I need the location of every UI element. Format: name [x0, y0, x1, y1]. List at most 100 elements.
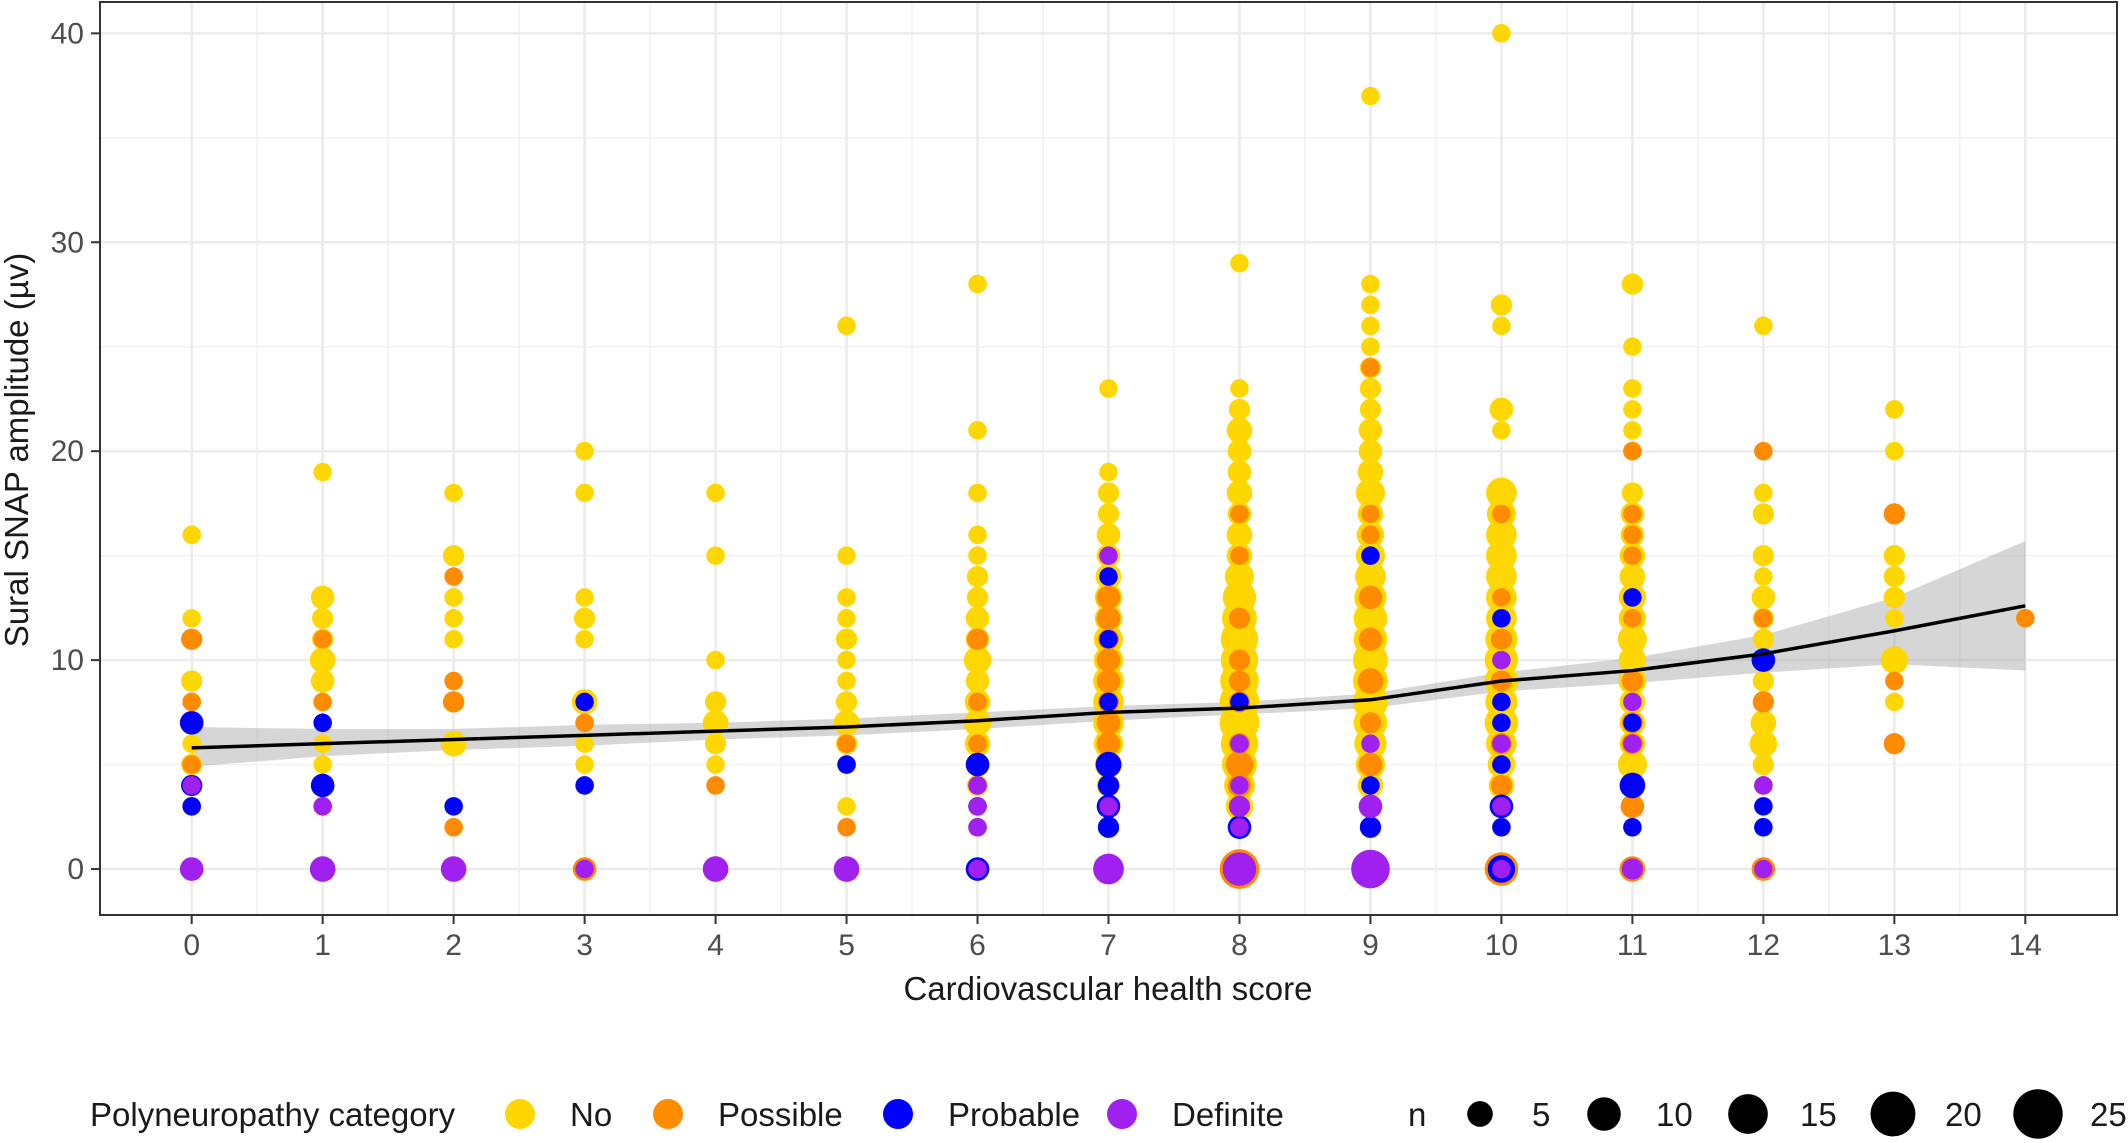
y-tick-label: 20	[51, 435, 84, 468]
confidence-band	[191, 541, 2026, 767]
data-point-possible	[1361, 358, 1380, 377]
legend-size-label: 25	[2090, 1096, 2127, 1133]
x-tick-label: 4	[707, 929, 724, 962]
data-point-no	[573, 607, 596, 629]
data-point-probable	[1623, 713, 1642, 733]
smooth-line	[191, 604, 2026, 750]
data-point-probable	[1097, 816, 1120, 838]
data-point-possible	[1225, 750, 1254, 779]
data-point-probable	[179, 710, 204, 735]
data-point-possible	[1361, 504, 1380, 524]
data-point-probable	[575, 692, 594, 712]
y-tick-label: 0	[67, 853, 84, 886]
x-tick-label: 1	[314, 929, 331, 962]
data-point-no	[575, 588, 594, 607]
data-point-definite	[968, 817, 987, 837]
x-tick-label: 6	[969, 929, 986, 962]
data-point-possible	[1492, 588, 1511, 607]
data-point-no	[1885, 692, 1904, 712]
data-point-no	[835, 691, 858, 713]
legend-label-possible: Possible	[718, 1096, 843, 1133]
data-point-no	[1359, 377, 1382, 400]
data-point-possible	[1359, 712, 1382, 734]
data-point-probable	[1095, 751, 1122, 778]
data-point-no	[1226, 480, 1253, 506]
data-point-no	[1489, 397, 1514, 422]
data-point-no	[444, 483, 463, 503]
data-point-no	[1885, 400, 1904, 419]
data-point-no	[706, 755, 725, 774]
data-point-no	[1230, 253, 1249, 273]
data-point-probable	[1492, 713, 1511, 733]
data-point-no	[963, 646, 992, 674]
data-point-no	[1883, 565, 1905, 588]
data-point-probable	[1099, 567, 1118, 586]
data-point-no	[968, 525, 987, 545]
data-point-probable	[575, 776, 594, 795]
data-point-no	[1358, 418, 1383, 443]
data-point-definite	[1228, 795, 1251, 818]
legend-size-label: 15	[1800, 1096, 1837, 1133]
data-point-possible	[181, 628, 203, 650]
data-point-possible	[837, 734, 856, 753]
data-point-no	[837, 609, 856, 628]
data-point-possible	[1096, 710, 1121, 735]
data-point-probable	[1361, 776, 1380, 795]
y-axis-title: Sural SNAP amplitude (µv)	[0, 253, 35, 647]
data-point-possible	[182, 692, 201, 712]
data-point-no	[1754, 567, 1773, 586]
data-point-no	[1361, 295, 1380, 315]
data-point-possible	[1623, 546, 1642, 565]
data-point-possible	[1228, 670, 1251, 692]
data-point-no	[963, 709, 992, 737]
legend-size-key	[1587, 1097, 1621, 1131]
x-tick-label: 8	[1231, 929, 1248, 962]
data-point-no	[1752, 545, 1775, 567]
legend-size-label: 5	[1532, 1096, 1550, 1133]
data-point-no	[181, 670, 203, 692]
data-point-no	[1623, 400, 1642, 419]
data-point-definite	[1492, 734, 1511, 753]
data-point-possible	[313, 692, 332, 712]
data-point-no	[1883, 586, 1905, 609]
data-point-definite	[1623, 734, 1642, 753]
data-point-no	[1750, 709, 1777, 736]
data-point-no	[1751, 585, 1776, 610]
data-point-possible	[1492, 504, 1511, 524]
data-point-definite	[1093, 853, 1124, 885]
data-point-possible	[966, 628, 989, 650]
data-point-possible	[1228, 649, 1251, 671]
data-point-no	[182, 609, 201, 628]
data-point-no	[1490, 294, 1513, 316]
data-point-possible	[444, 817, 463, 837]
data-point-no	[1754, 483, 1773, 503]
data-point-probable	[1361, 546, 1380, 565]
x-tick-label: 10	[1485, 929, 1518, 962]
data-point-no	[1227, 439, 1252, 463]
data-point-possible	[444, 567, 463, 586]
data-point-no	[1361, 86, 1380, 106]
data-point-no	[575, 483, 594, 503]
data-points-layer	[179, 24, 2035, 889]
data-point-possible	[1623, 525, 1642, 545]
data-point-no	[1492, 24, 1511, 43]
data-point-possible	[1358, 627, 1383, 652]
legend-key-possible	[653, 1099, 683, 1129]
data-point-possible	[575, 713, 594, 733]
data-point-definite	[1492, 797, 1511, 816]
data-point-possible	[444, 671, 463, 691]
data-point-no	[575, 441, 594, 461]
legend-key-probable	[883, 1099, 913, 1129]
x-tick-label: 14	[2009, 929, 2042, 962]
data-point-definite	[179, 857, 204, 881]
data-point-probable	[1623, 588, 1642, 607]
data-point-no	[1623, 379, 1642, 398]
x-tick-label: 2	[445, 929, 462, 962]
data-point-no	[1355, 478, 1386, 508]
data-point-definite	[1754, 776, 1773, 795]
x-tick-label: 12	[1747, 929, 1780, 962]
legend-color-title: Polyneuropathy category	[90, 1096, 456, 1133]
legend-size-label: 20	[1945, 1096, 1982, 1133]
data-point-no	[1361, 337, 1380, 357]
